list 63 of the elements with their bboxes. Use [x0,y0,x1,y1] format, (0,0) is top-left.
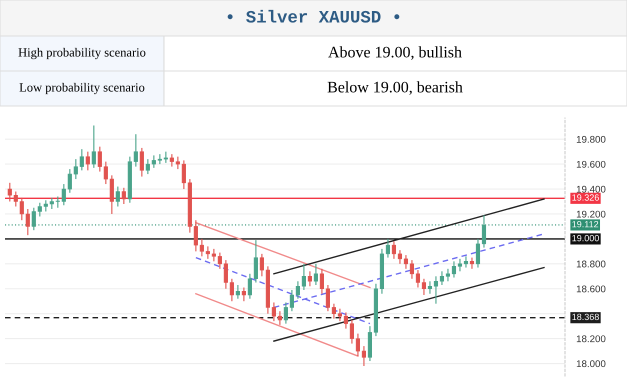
candlestick [242,286,246,302]
candlestick [446,268,450,282]
candlestick [338,308,342,322]
candlestick [392,240,396,260]
candlestick [284,302,288,324]
candlestick [458,258,462,272]
candlestick [470,257,474,270]
candlestick [254,240,258,284]
candlestick [260,253,264,277]
candlestick [86,151,90,171]
candlestick [122,187,126,205]
candlestick [140,147,144,178]
candlestick [428,280,432,294]
candlestick [482,214,486,248]
y-tick-label: 18.600 [576,285,606,292]
text: Above 19.00, bullish [328,46,462,60]
candlestick [320,268,324,294]
candlestick [218,252,222,270]
y-tick-label: 19.400 [576,186,606,193]
y-tick-label: 19.800 [576,136,606,143]
candlestick [230,278,234,302]
candlestick [434,276,438,304]
y-tick-label: 18.000 [576,360,606,368]
candlestick [350,319,354,344]
y-tick-label: 18.200 [576,335,606,342]
text: Low probability scenario [20,82,144,94]
candlestick [92,124,96,168]
candlestick [404,254,408,270]
ref-line-label: 18.368 [572,314,599,320]
candlestick [362,346,366,367]
candlestick [416,270,420,288]
candlestick [272,302,276,322]
y-tick-label: 18.800 [576,260,606,268]
candlestick [296,280,300,300]
ref-line-label: 19.000 [572,234,599,242]
candlestick [410,260,414,280]
candlestick [116,186,120,208]
candlestick [398,250,402,264]
candlestick [452,260,456,278]
candlestick [476,238,480,268]
text: High probability scenario [18,48,146,60]
candlestick [326,284,330,312]
text: Below 19.00, bearish [328,81,463,95]
candlestick [440,270,444,286]
y-tick-label: 19.200 [576,210,606,218]
candlestick [332,303,336,320]
candlestick [356,333,360,357]
ref-line-label: 19.326 [572,194,599,201]
candlestick [248,273,252,300]
candlestick [464,256,468,268]
candlestick [290,289,294,312]
candlestick [278,310,282,326]
y-tick-label: 19.600 [576,160,606,168]
candlestick [224,260,228,290]
candlestick [302,263,306,291]
candlestick [344,312,348,330]
chart-title: • Silver XAUUSD • [228,10,400,23]
candlestick [386,238,390,258]
candlestick [422,278,426,296]
candlestick [314,263,318,286]
candlestick [236,284,240,300]
ref-line-label: 19.112 [572,220,598,228]
candlestick [308,270,312,287]
